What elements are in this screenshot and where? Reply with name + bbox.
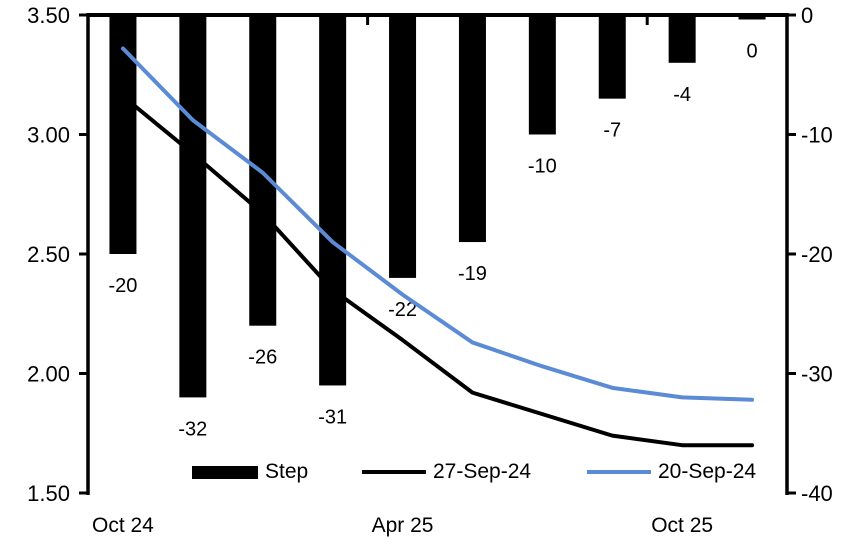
bar-value-label: 0 [746,41,757,63]
bar-value-label: -7 [603,120,621,142]
bar-value-label: -22 [388,299,417,321]
line-27-sep-24 [120,94,755,448]
left-axis-tick-label: 2.50 [27,242,70,267]
x-axis-label: Oct 25 [651,514,714,537]
right-axis-tick-label: -20 [801,242,833,267]
bar-step [179,15,207,398]
bar-value-label: -26 [248,347,277,369]
bar-step [598,15,626,99]
left-axis-tick-label: 2.00 [27,362,70,387]
x-axis-label: Oct 24 [92,514,154,537]
bar-step [319,15,347,386]
bar-step [738,15,766,20]
bar-value-label: -31 [318,406,347,428]
bar-step [668,15,696,63]
bar-step [528,15,556,135]
x-axis-label: Apr 25 [371,514,434,537]
right-axis-tick-label: -10 [801,123,833,148]
left-axis-tick-label: 1.50 [27,481,70,506]
left-axis-tick-label: 3.50 [27,3,70,28]
bar-value-label: -20 [108,275,137,297]
bar-value-label: -32 [178,418,207,440]
bar-value-label: -4 [673,84,691,106]
bar-step [458,15,486,243]
bar-value-label: -19 [458,263,487,285]
right-axis-tick-label: 0 [801,3,813,28]
left-axis-tick-label: 3.00 [27,123,70,148]
line-20-sep-24 [120,46,755,402]
bar-step [389,15,417,278]
bar-value-label: -10 [528,156,557,178]
right-axis-tick-label: -40 [801,481,833,506]
right-axis-tick-label: -30 [801,362,833,387]
